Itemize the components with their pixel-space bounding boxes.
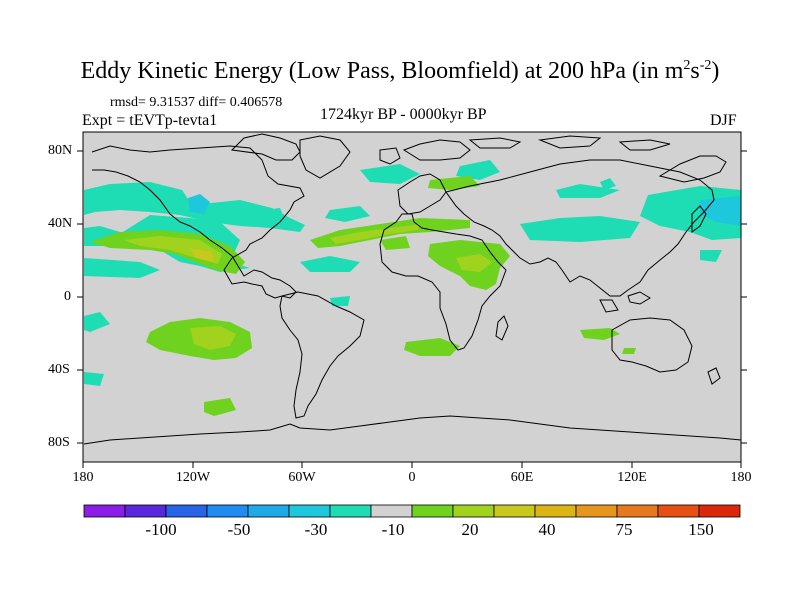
chart-title: Eddy Kinetic Energy (Low Pass, Bloomfiel… [80, 58, 720, 84]
lon-label-120e: 120E [617, 470, 647, 485]
colorbar-swatch [165, 504, 208, 518]
colorbar-swatch [247, 504, 290, 518]
colorbar-swatch [452, 504, 495, 518]
colorbar-swatch [206, 504, 249, 518]
lat-label-40s: 40S [48, 362, 70, 377]
lat-label-0: 0 [64, 289, 71, 304]
colorbar-swatch [698, 504, 741, 518]
period-label: 1724kyr BP - 0000kyr BP [320, 106, 487, 123]
colorbar-swatch [288, 504, 331, 518]
lon-label-120w: 120W [175, 470, 211, 485]
colorbar [83, 504, 741, 518]
lon-label-60w: 60W [288, 470, 316, 485]
lat-label-40n: 40N [48, 216, 73, 231]
colorbar-swatch [370, 504, 413, 518]
stats-text: rmsd= 9.31537 diff= 0.406578 [110, 95, 283, 110]
lon-label-180w: 180 [72, 470, 94, 485]
colorbar-label: 150 [688, 520, 714, 539]
lon-label-60e: 60E [510, 470, 534, 485]
colorbar-label: -30 [304, 520, 328, 539]
season-label: DJF [710, 112, 737, 129]
lon-label-180e: 180 [730, 470, 752, 485]
map-background [83, 132, 741, 462]
colorbar-swatch [493, 504, 536, 518]
colorbar-swatch [575, 504, 618, 518]
colorbar-swatch [411, 504, 454, 518]
colorbar-swatch [329, 504, 372, 518]
lat-label-80s: 80S [48, 435, 70, 450]
colorbar-swatch [657, 504, 700, 518]
colorbar-label: 75 [615, 520, 633, 539]
experiment-label: Expt = tEVTp-tevta1 [82, 112, 218, 129]
axis-ticks [77, 150, 747, 468]
colorbar-label: -10 [381, 520, 405, 539]
colorbar-swatch [83, 504, 126, 518]
colorbar-label: 20 [461, 520, 479, 539]
colorbar-label: -50 [227, 520, 251, 539]
colorbar-label: -100 [145, 520, 177, 539]
colorbar-swatch [124, 504, 167, 518]
coastlines [83, 133, 742, 445]
lon-label-0: 0 [408, 470, 416, 485]
colorbar-label: 40 [538, 520, 556, 539]
colorbar-swatch [534, 504, 577, 518]
anomaly-field [84, 160, 741, 416]
colorbar-swatch [616, 504, 659, 518]
lat-label-80n: 80N [48, 143, 73, 158]
